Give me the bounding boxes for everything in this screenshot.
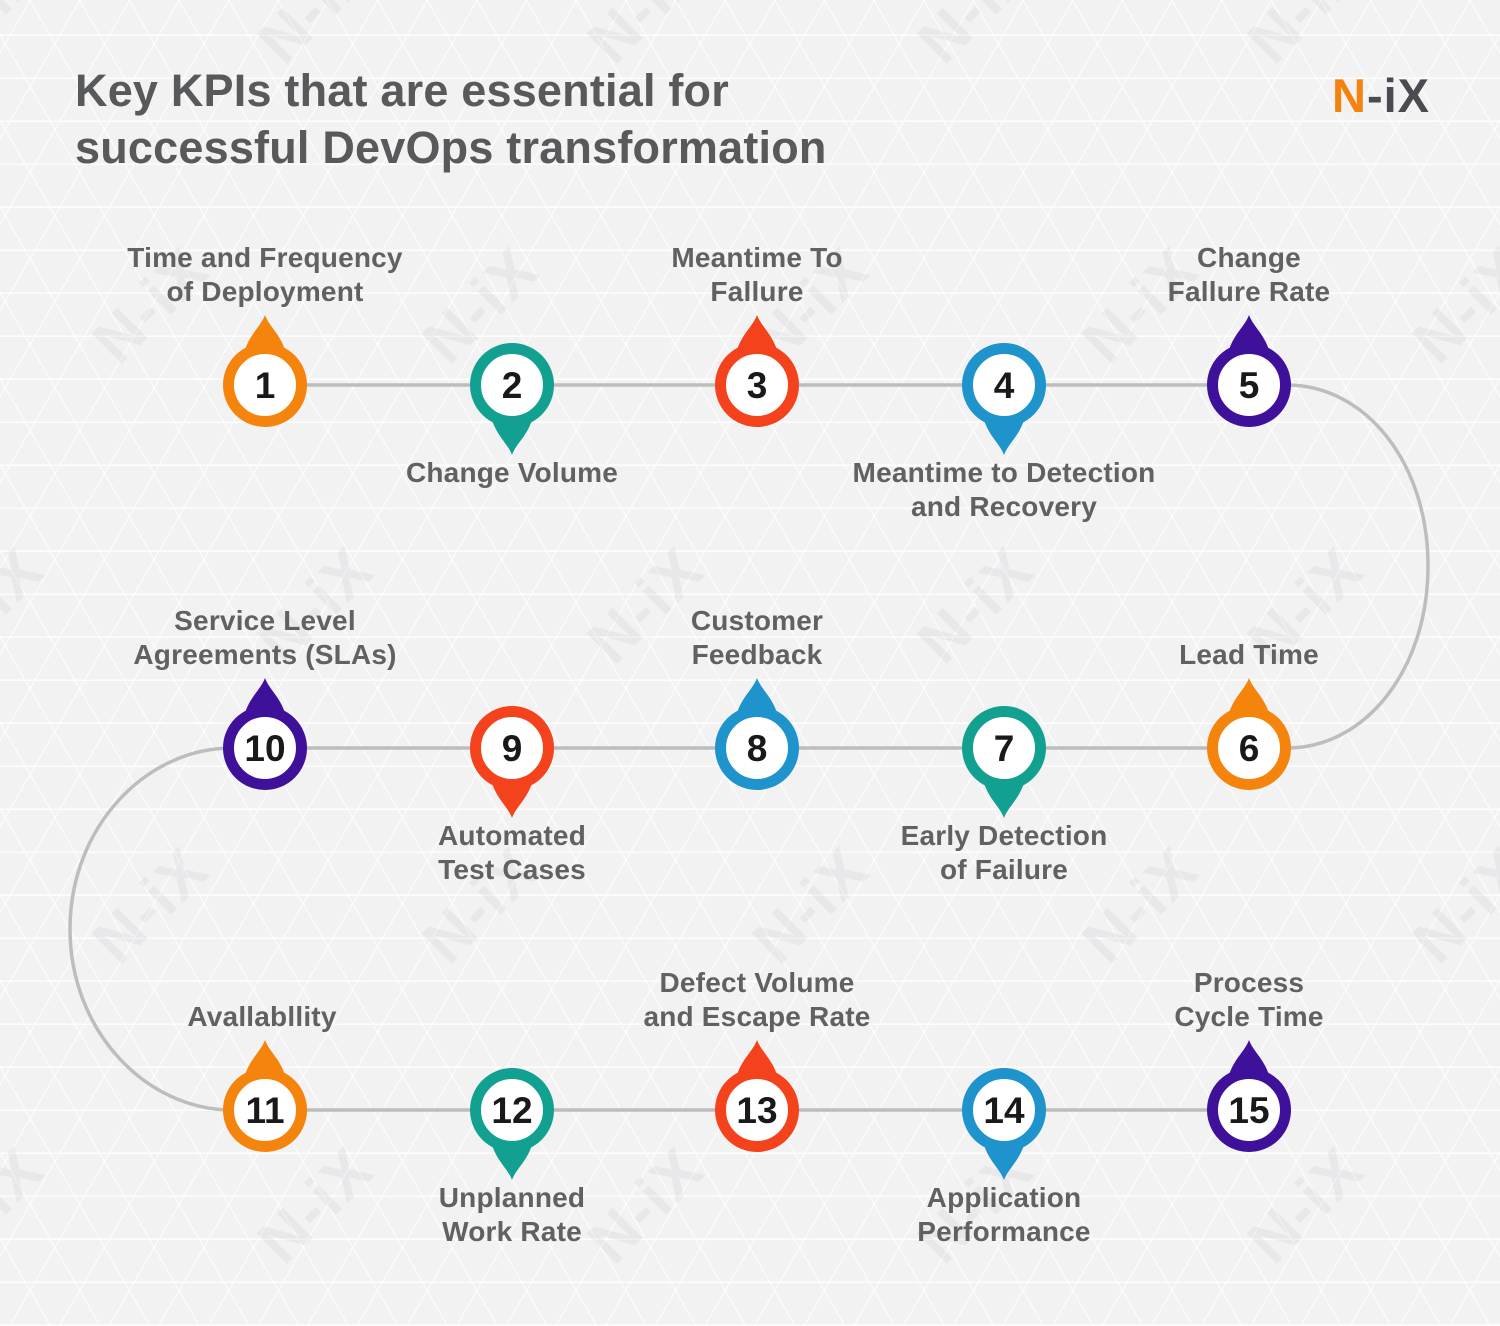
pin-circle: 1 (223, 343, 307, 427)
kpi-pin-15: 15 (1207, 1040, 1291, 1152)
kpi-label-12: Unplanned Work Rate (438, 1182, 586, 1247)
kpi-label-6: Lead Time (1179, 639, 1319, 670)
kpi-pin-13: 13 (715, 1040, 799, 1152)
pin-number: 11 (245, 1089, 285, 1131)
pin-circle: 14 (962, 1068, 1046, 1152)
pin-circle: 6 (1207, 706, 1291, 790)
pin-circle: 5 (1207, 343, 1291, 427)
pin-circle: 10 (223, 706, 307, 790)
pin-number: 10 (244, 727, 286, 769)
kpi-pin-9: 9 (470, 706, 554, 818)
pin-number: 8 (746, 727, 768, 769)
pin-number: 12 (491, 1089, 533, 1131)
kpi-label-15: Process Cycle Time (1174, 967, 1324, 1032)
kpi-label-5: Change Fallure Rate (1167, 242, 1331, 307)
kpi-pin-12: 12 (470, 1068, 554, 1180)
logo-rest-letters: -iX (1366, 69, 1430, 122)
kpi-label-11: Avallabllity (187, 1001, 337, 1032)
kpi-label-1: Time and Frequency of Deployment (127, 242, 403, 307)
pin-circle: 11 (223, 1068, 307, 1152)
pin-number: 15 (1228, 1089, 1270, 1131)
kpi-pin-4: 4 (962, 343, 1046, 455)
pin-number: 6 (1238, 727, 1260, 769)
kpi-pin-1: 1 (223, 315, 307, 427)
kpi-label-10: Service Level Agreements (SLAs) (133, 605, 397, 670)
pin-circle: 9 (470, 706, 554, 790)
kpi-label-2: Change Volume (405, 457, 619, 488)
pin-circle: 15 (1207, 1068, 1291, 1152)
pin-number: 9 (501, 727, 523, 769)
kpi-label-13: Defect Volume and Escape Rate (643, 967, 871, 1032)
pin-circle: 12 (470, 1068, 554, 1152)
kpi-pin-7: 7 (962, 706, 1046, 818)
kpi-pin-14: 14 (962, 1068, 1046, 1180)
pin-circle: 3 (715, 343, 799, 427)
kpi-pin-5: 5 (1207, 315, 1291, 427)
pin-circle: 8 (715, 706, 799, 790)
kpi-pin-2: 2 (470, 343, 554, 455)
pin-circle: 2 (470, 343, 554, 427)
kpi-label-8: Customer Feedback (690, 605, 824, 670)
pin-circle: 4 (962, 343, 1046, 427)
page-title: Key KPIs that are essential for successf… (75, 65, 827, 173)
kpi-pin-11: 11 (223, 1040, 307, 1152)
pin-circle: 13 (715, 1068, 799, 1152)
kpi-pin-3: 3 (715, 315, 799, 427)
kpi-pin-8: 8 (715, 678, 799, 790)
brand-logo: N-iX (1332, 68, 1430, 123)
kpi-label-3: Meantime To Fallure (671, 242, 843, 307)
kpi-label-4: Meantime to Detection and Recovery (852, 457, 1156, 522)
kpi-label-7: Early Detection of Failure (900, 820, 1108, 885)
pin-number: 3 (746, 364, 768, 406)
pin-number: 7 (993, 727, 1015, 769)
kpi-label-14: Application Performance (917, 1182, 1091, 1247)
kpi-pin-10: 10 (223, 678, 307, 790)
pin-number: 14 (983, 1089, 1025, 1131)
logo-accent-letter: N (1331, 69, 1367, 122)
pin-number: 5 (1238, 364, 1260, 406)
kpi-pin-6: 6 (1207, 678, 1291, 790)
pin-number: 2 (501, 364, 523, 406)
kpi-label-9: Automated Test Cases (437, 820, 587, 885)
pin-circle: 7 (962, 706, 1046, 790)
pin-number: 13 (736, 1089, 778, 1131)
pin-number: 1 (254, 364, 276, 406)
pin-number: 4 (993, 364, 1015, 406)
